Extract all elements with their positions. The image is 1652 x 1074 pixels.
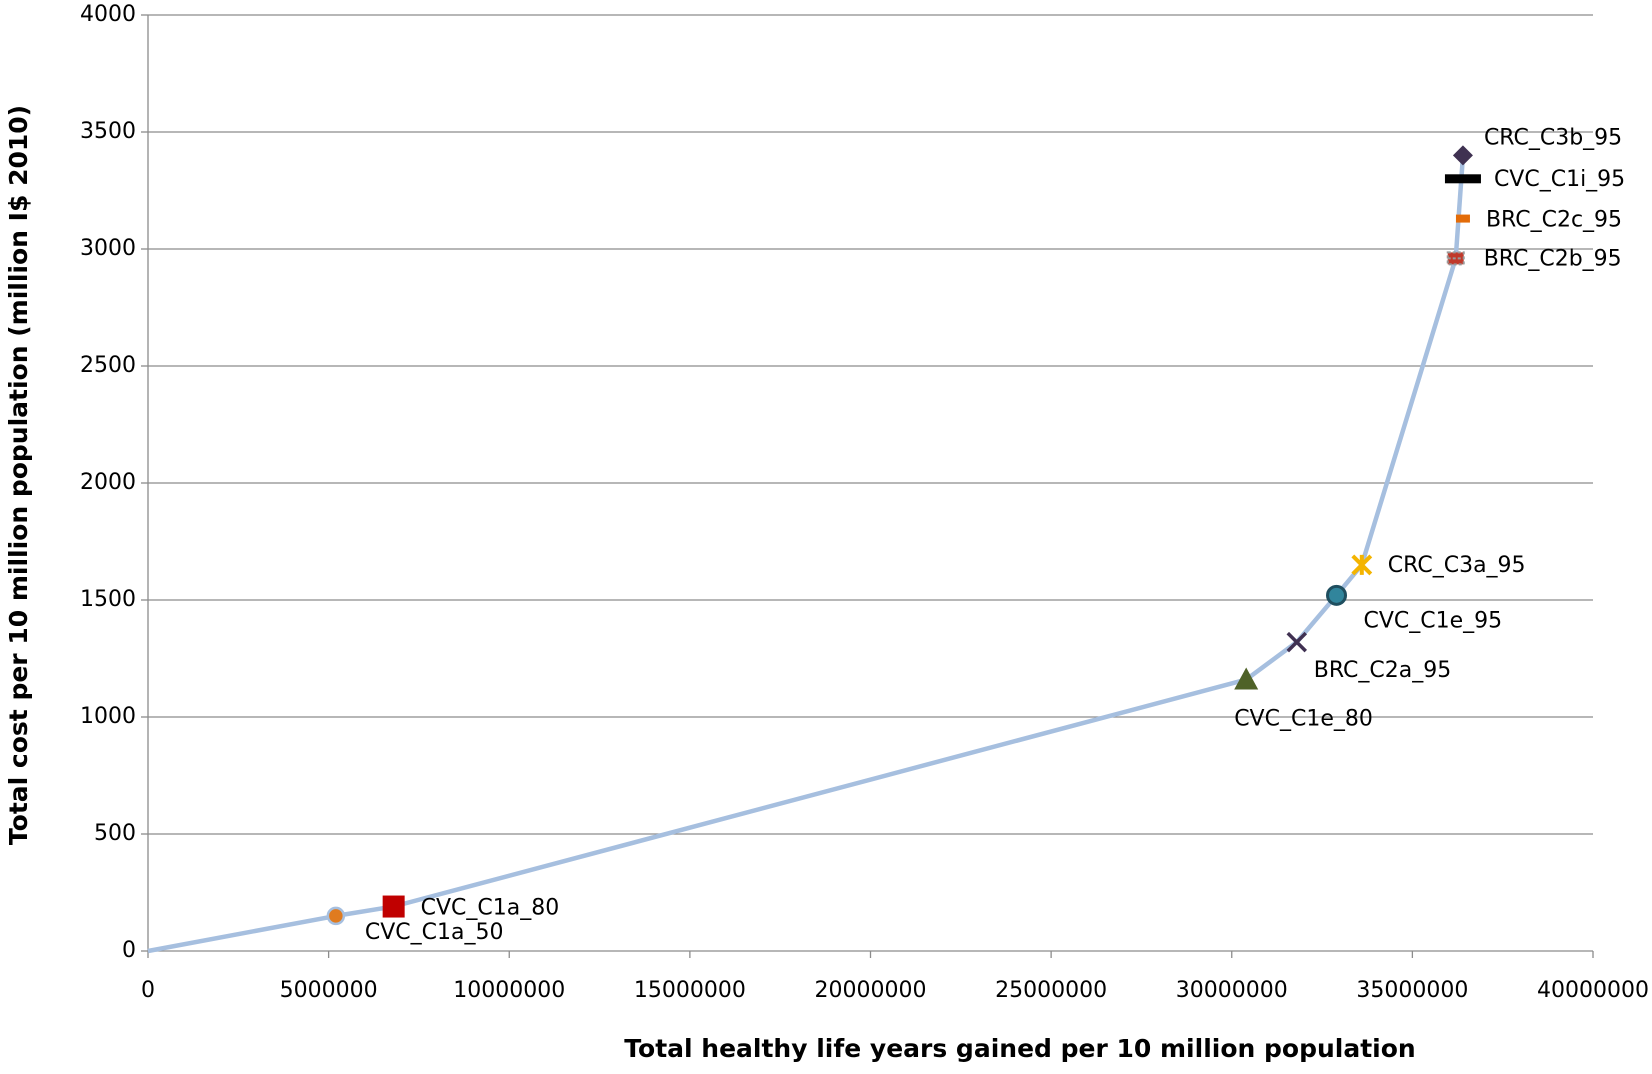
point-label: CVC_C1e_95	[1364, 608, 1503, 633]
y-tick-label: 0	[122, 938, 136, 963]
x-tick-label: 40000000	[1537, 978, 1649, 1003]
point	[1326, 584, 1348, 606]
point-label: CRC_C3b_95	[1484, 125, 1622, 150]
point-group	[1326, 584, 1348, 606]
y-tick-label: 2000	[80, 470, 136, 495]
x-tick-label: 25000000	[995, 978, 1107, 1003]
x-tick-label: 10000000	[453, 978, 565, 1003]
point-label: CVC_C1e_80	[1234, 707, 1373, 732]
point-group	[1446, 251, 1465, 266]
point-group	[1234, 667, 1259, 690]
point-label: CVC_C1a_50	[365, 920, 504, 945]
point-label: CRC_C3a_95	[1388, 553, 1526, 578]
point-group	[1351, 554, 1373, 576]
point	[326, 906, 346, 926]
point-label: BRC_C2a_95	[1314, 658, 1451, 683]
point	[382, 895, 405, 918]
y-tick-label: 1000	[80, 704, 136, 729]
y-tick-label: 500	[94, 821, 136, 846]
point	[1444, 174, 1481, 184]
point	[1351, 554, 1373, 576]
point-label: CVC_C1a_80	[421, 896, 560, 921]
point-group	[382, 895, 405, 918]
point-label: BRC_C2c_95	[1486, 208, 1622, 233]
x-axis-title: Total healthy life years gained per 10 m…	[624, 1034, 1415, 1063]
frontier-line	[147, 155, 1466, 954]
x-tick-label: 30000000	[1176, 978, 1288, 1003]
x-tick-label: 5000000	[280, 978, 378, 1003]
y-tick-label: 3500	[80, 119, 136, 144]
x-tick-label: 15000000	[634, 978, 746, 1003]
point-group	[1452, 145, 1473, 166]
y-axis-title: Total cost per 10 million population (mi…	[4, 105, 33, 845]
y-tick-label: 2500	[80, 353, 136, 378]
x-tick-label: 0	[141, 978, 155, 1003]
point	[1446, 251, 1465, 266]
point-group	[326, 906, 346, 926]
point	[1452, 145, 1473, 166]
point-group	[1444, 174, 1481, 184]
point-label: BRC_C2b_95	[1484, 246, 1622, 271]
y-tick-label: 4000	[80, 2, 136, 27]
x-tick-label: 20000000	[815, 978, 927, 1003]
y-tick-label: 1500	[80, 587, 136, 612]
point-group	[1286, 631, 1308, 653]
point	[1234, 667, 1259, 690]
x-tick-label: 35000000	[1356, 978, 1468, 1003]
point	[1286, 631, 1308, 653]
point	[1455, 214, 1470, 223]
point-group	[1455, 214, 1470, 223]
y-tick-label: 3000	[80, 236, 136, 261]
point-label: CVC_C1i_95	[1494, 167, 1625, 192]
